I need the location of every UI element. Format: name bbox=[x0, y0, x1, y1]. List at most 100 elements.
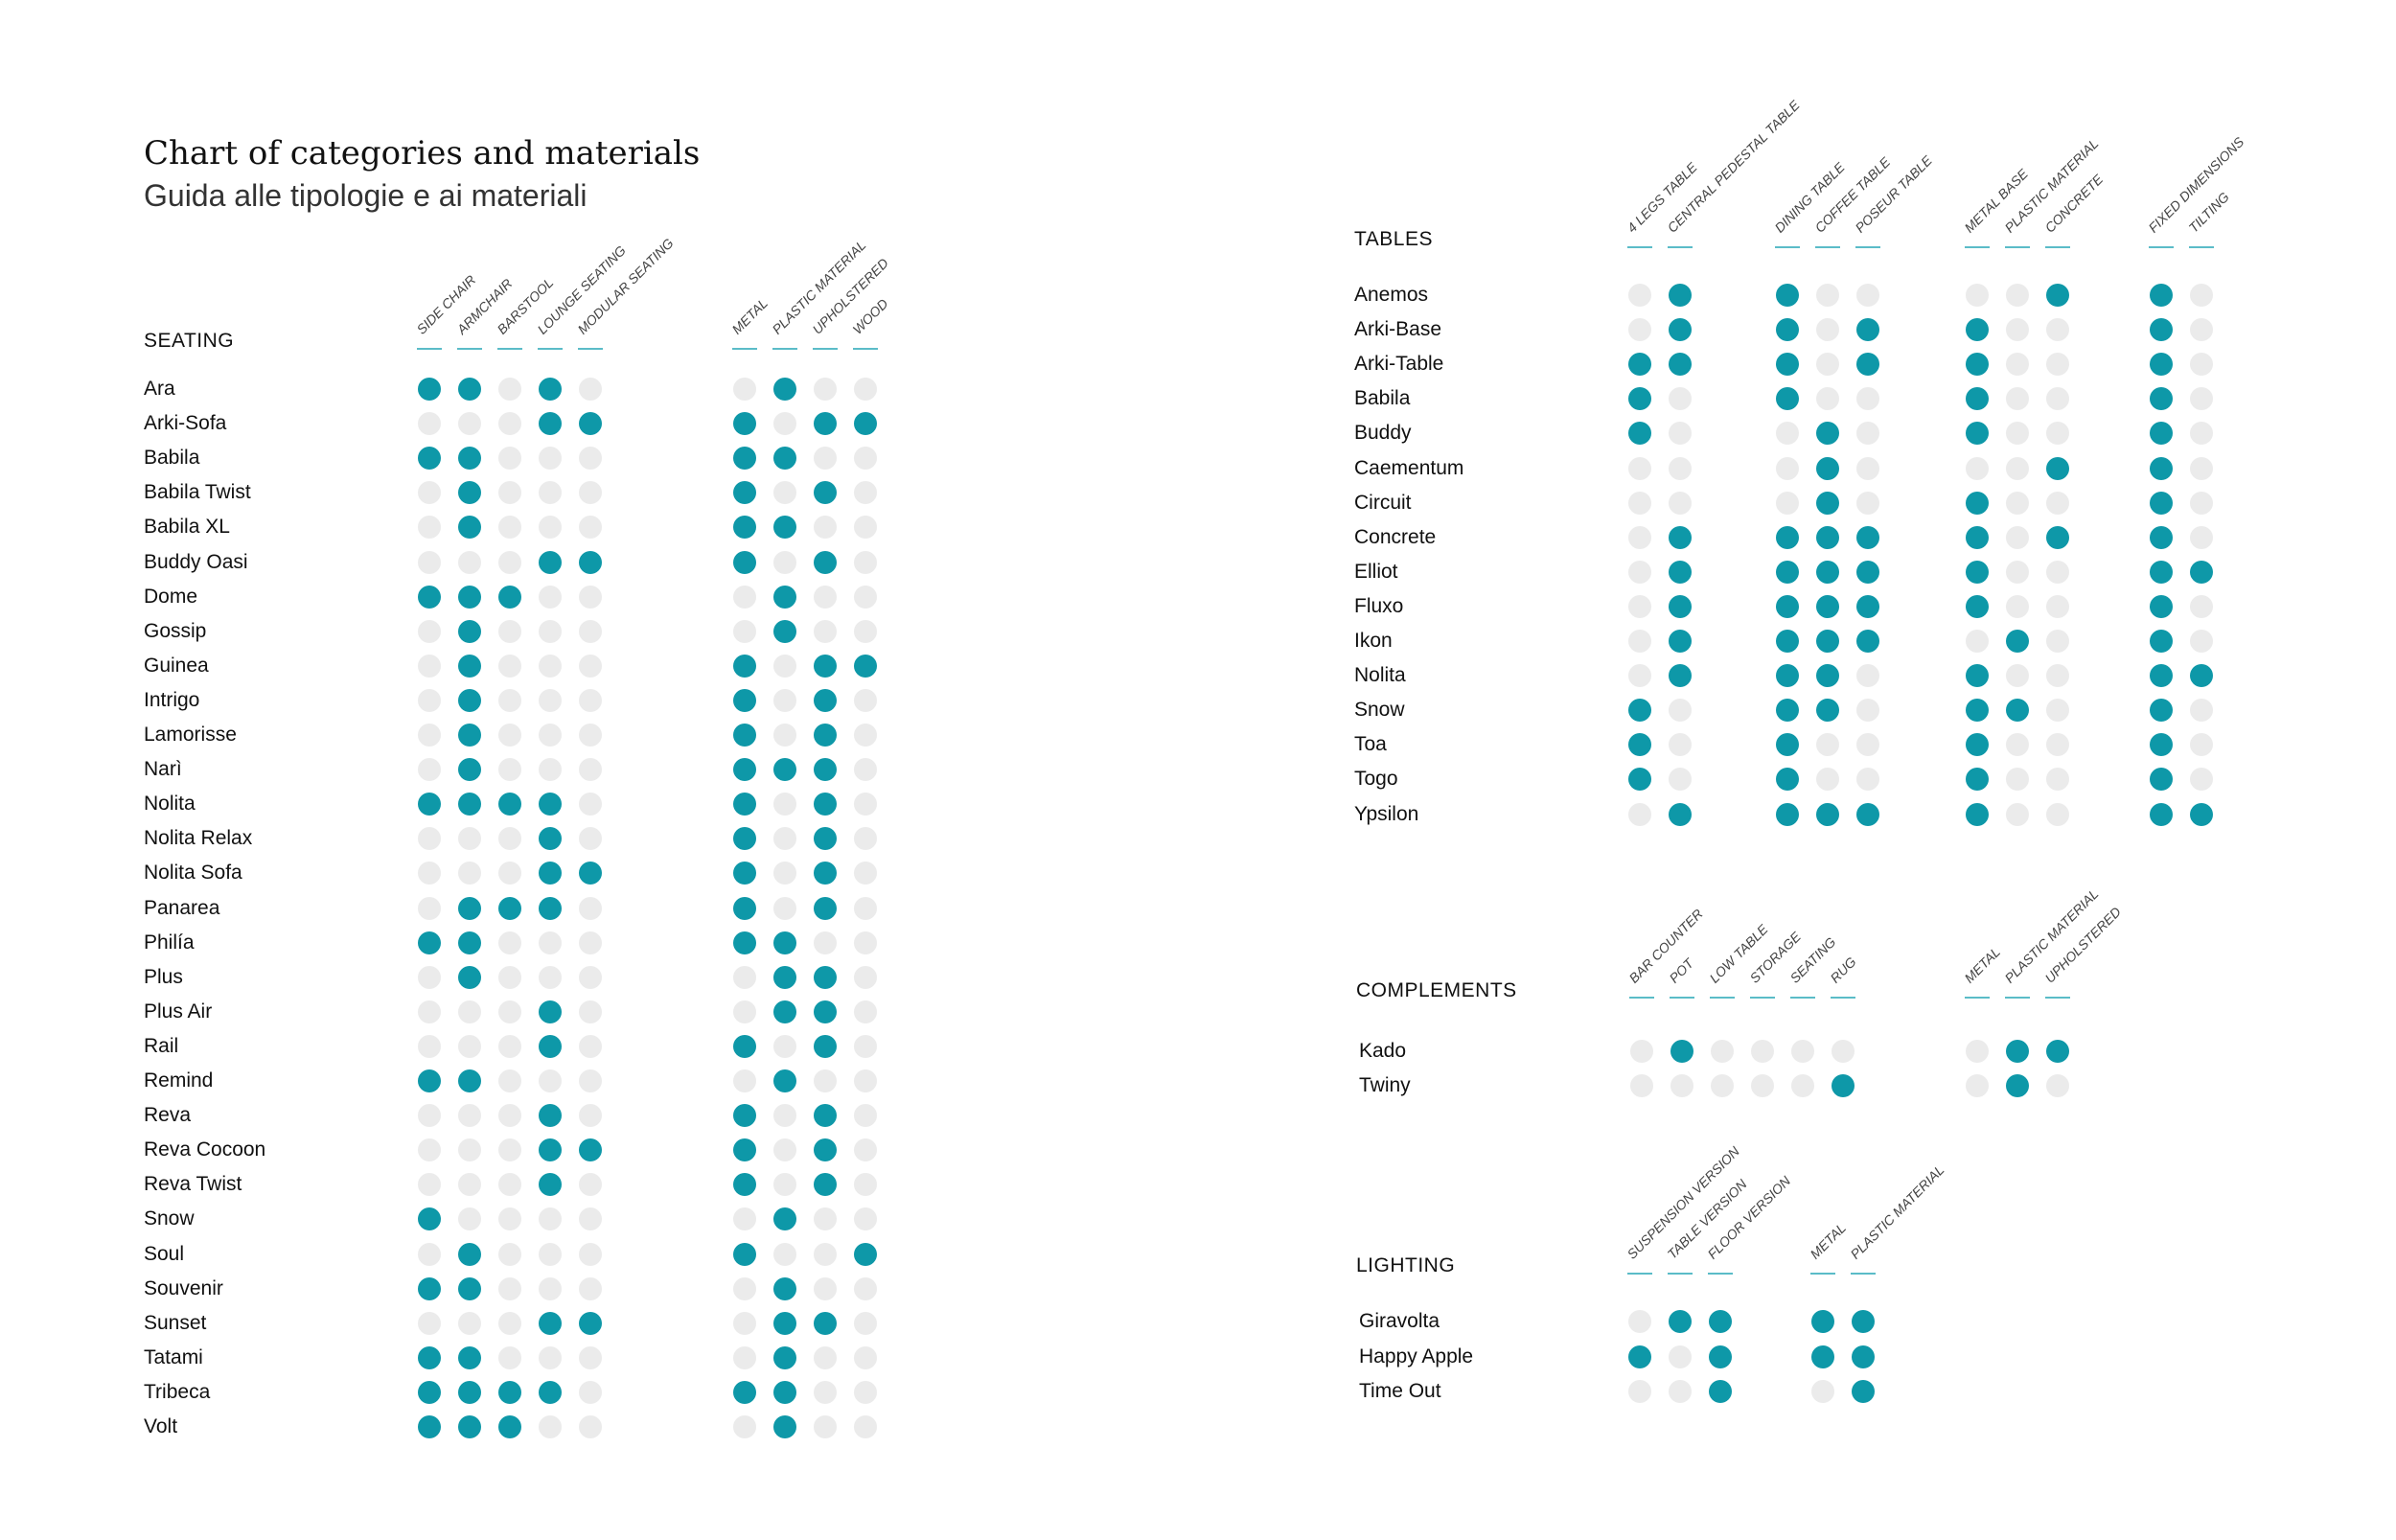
seating-dot-available bbox=[733, 862, 756, 885]
seating-dot-available bbox=[458, 965, 481, 989]
seating-dot-unavailable bbox=[539, 585, 562, 609]
tables-dot-unavailable bbox=[2190, 594, 2213, 618]
seating-dot-unavailable bbox=[579, 793, 602, 816]
tables-dot-available bbox=[2150, 594, 2173, 618]
seating-dot-unavailable bbox=[539, 1276, 562, 1300]
seating-dot-available bbox=[539, 1138, 562, 1162]
complements-column-rule bbox=[2005, 997, 2030, 999]
seating-dot-unavailable bbox=[498, 1345, 521, 1369]
tables-dot-available bbox=[1628, 387, 1651, 411]
seating-dot-available bbox=[539, 378, 562, 401]
seating-dot-unavailable bbox=[773, 1242, 796, 1266]
tables-dot-unavailable bbox=[1669, 422, 1692, 446]
tables-dot-unavailable bbox=[2006, 456, 2029, 480]
seating-row-name: Tatami bbox=[144, 1345, 203, 1368]
tables-dot-available bbox=[2190, 802, 2213, 826]
tables-dot-unavailable bbox=[1669, 387, 1692, 411]
seating-dot-unavailable bbox=[814, 619, 837, 643]
seating-dot-unavailable bbox=[733, 1345, 756, 1369]
seating-dot-unavailable bbox=[854, 585, 877, 609]
tables-dot-unavailable bbox=[2006, 318, 2029, 342]
tables-dot-available bbox=[1776, 525, 1799, 549]
tables-dot-available bbox=[1669, 318, 1692, 342]
seating-dot-unavailable bbox=[814, 1242, 837, 1266]
seating-dot-available bbox=[458, 378, 481, 401]
tables-dot-available bbox=[2150, 353, 2173, 377]
complements-column-rule bbox=[2045, 997, 2070, 999]
tables-dot-unavailable bbox=[2006, 525, 2029, 549]
tables-dot-available bbox=[2150, 768, 2173, 792]
seating-dot-unavailable bbox=[814, 1380, 837, 1404]
seating-dot-unavailable bbox=[498, 758, 521, 782]
seating-dot-available bbox=[733, 896, 756, 920]
seating-dot-unavailable bbox=[733, 1415, 756, 1438]
tables-dot-available bbox=[2150, 802, 2173, 826]
seating-dot-available bbox=[854, 1242, 877, 1266]
seating-dot-available bbox=[854, 412, 877, 436]
seating-dot-available bbox=[814, 724, 837, 747]
seating-dot-unavailable bbox=[579, 896, 602, 920]
seating-dot-unavailable bbox=[854, 1207, 877, 1231]
seating-column-rule bbox=[497, 348, 522, 350]
tables-dot-available bbox=[1966, 664, 1989, 688]
tables-dot-unavailable bbox=[1856, 387, 1879, 411]
seating-dot-available bbox=[458, 896, 481, 920]
seating-dot-available bbox=[539, 896, 562, 920]
seating-dot-unavailable bbox=[773, 827, 796, 851]
seating-dot-unavailable bbox=[579, 965, 602, 989]
seating-dot-available bbox=[458, 1380, 481, 1404]
tables-dot-available bbox=[1776, 318, 1799, 342]
tables-dot-available bbox=[1856, 318, 1879, 342]
seating-dot-available bbox=[814, 896, 837, 920]
tables-dot-unavailable bbox=[1856, 284, 1879, 307]
tables-dot-unavailable bbox=[1669, 733, 1692, 757]
seating-row-name: Soul bbox=[144, 1242, 185, 1265]
seating-dot-available bbox=[458, 1069, 481, 1092]
seating-dot-available bbox=[814, 793, 837, 816]
seating-dot-available bbox=[458, 758, 481, 782]
seating-dot-available bbox=[854, 654, 877, 678]
seating-dot-unavailable bbox=[579, 758, 602, 782]
tables-dot-unavailable bbox=[2006, 768, 2029, 792]
seating-dot-unavailable bbox=[579, 1415, 602, 1438]
tables-dot-unavailable bbox=[2046, 733, 2069, 757]
tables-dot-unavailable bbox=[2046, 353, 2069, 377]
seating-dot-unavailable bbox=[498, 378, 521, 401]
seating-row-name: Babila XL bbox=[144, 516, 230, 539]
seating-dot-unavailable bbox=[773, 1104, 796, 1128]
seating-dot-available bbox=[814, 1311, 837, 1335]
seating-dot-unavailable bbox=[854, 1311, 877, 1335]
seating-row-name: Philía bbox=[144, 931, 195, 954]
seating-dot-unavailable bbox=[418, 896, 441, 920]
seating-dot-unavailable bbox=[854, 1069, 877, 1092]
seating-dot-unavailable bbox=[579, 1034, 602, 1058]
seating-dot-available bbox=[733, 516, 756, 540]
seating-dot-available bbox=[418, 1069, 441, 1092]
seating-dot-unavailable bbox=[854, 1034, 877, 1058]
seating-dot-available bbox=[814, 758, 837, 782]
tables-dot-unavailable bbox=[2046, 699, 2069, 723]
seating-dot-unavailable bbox=[418, 1104, 441, 1128]
seating-dot-available bbox=[539, 862, 562, 885]
seating-column-header: WOOD bbox=[849, 295, 891, 337]
tables-column-rule bbox=[2189, 246, 2214, 248]
seating-dot-available bbox=[579, 550, 602, 574]
seating-dot-unavailable bbox=[418, 516, 441, 540]
tables-row-name: Caementum bbox=[1354, 456, 1464, 479]
seating-dot-available bbox=[773, 1380, 796, 1404]
tables-dot-unavailable bbox=[2190, 284, 2213, 307]
seating-dot-unavailable bbox=[498, 412, 521, 436]
tables-dot-available bbox=[2190, 664, 2213, 688]
complements-column-rule bbox=[1790, 997, 1815, 999]
complements-dot-unavailable bbox=[1751, 1040, 1774, 1063]
seating-dot-available bbox=[773, 516, 796, 540]
tables-dot-unavailable bbox=[1628, 630, 1651, 653]
seating-dot-available bbox=[458, 619, 481, 643]
tables-dot-available bbox=[1966, 699, 1989, 723]
complements-dot-available bbox=[1670, 1040, 1693, 1063]
tables-dot-unavailable bbox=[1628, 284, 1651, 307]
complements-column-header: BAR COUNTER bbox=[1625, 906, 1706, 986]
seating-dot-unavailable bbox=[814, 1069, 837, 1092]
tables-dot-available bbox=[1816, 456, 1839, 480]
seating-dot-available bbox=[814, 1000, 837, 1023]
